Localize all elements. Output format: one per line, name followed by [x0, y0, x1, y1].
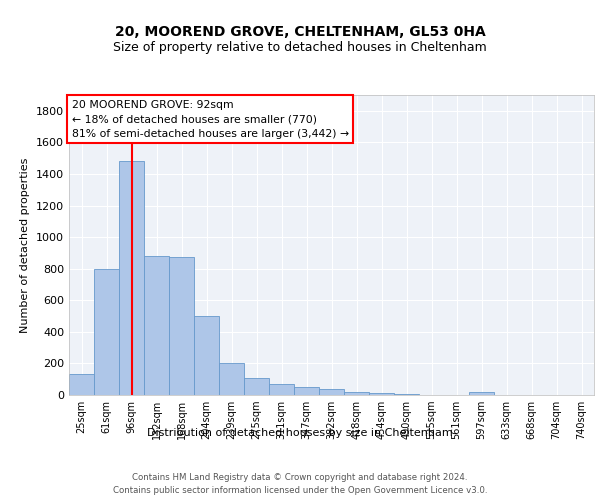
Bar [244, 378, 269, 395]
Bar [169, 257, 194, 395]
Bar [269, 384, 294, 395]
Bar [469, 392, 494, 395]
Bar [69, 374, 94, 395]
Bar [319, 390, 344, 395]
Bar [394, 394, 419, 395]
Y-axis label: Number of detached properties: Number of detached properties [20, 158, 31, 332]
Bar [344, 392, 369, 395]
Text: Size of property relative to detached houses in Cheltenham: Size of property relative to detached ho… [113, 41, 487, 54]
Bar [144, 256, 169, 395]
Bar [94, 268, 119, 395]
Text: Distribution of detached houses by size in Cheltenham: Distribution of detached houses by size … [147, 428, 453, 438]
Bar [294, 387, 319, 395]
Bar [119, 162, 144, 395]
Bar [219, 362, 244, 395]
Text: Contains HM Land Registry data © Crown copyright and database right 2024.
Contai: Contains HM Land Registry data © Crown c… [113, 473, 487, 495]
Text: 20, MOOREND GROVE, CHELTENHAM, GL53 0HA: 20, MOOREND GROVE, CHELTENHAM, GL53 0HA [115, 26, 485, 40]
Text: 20 MOOREND GROVE: 92sqm
← 18% of detached houses are smaller (770)
81% of semi-d: 20 MOOREND GROVE: 92sqm ← 18% of detache… [71, 100, 349, 139]
Bar [369, 394, 394, 395]
Bar [194, 316, 219, 395]
